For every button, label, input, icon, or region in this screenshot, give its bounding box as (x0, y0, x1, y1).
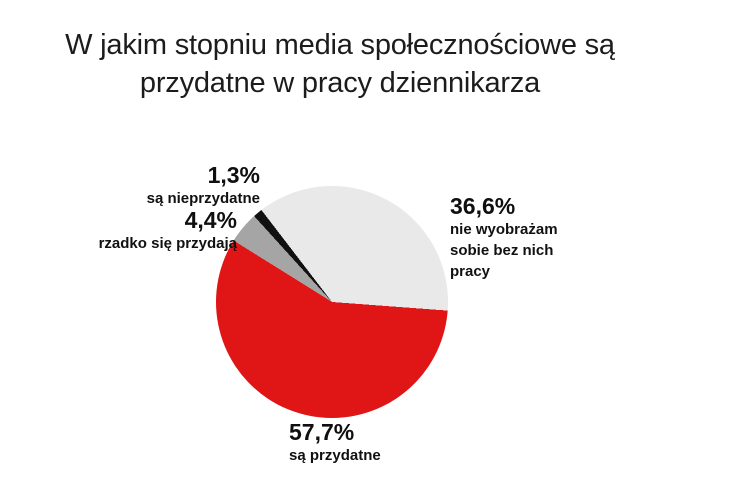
caption-sa-nieprzydatne: są nieprzydatne (146, 190, 260, 207)
pie-chart (216, 186, 448, 418)
percent-sa-nieprzydatne: 1,3% (207, 162, 260, 188)
percent-rzadko-sie-przydaja: 4,4% (184, 207, 237, 233)
label-rzadko-sie-przydaja: 4,4% rzadko się przydają (17, 207, 237, 254)
label-sa-przydatne: 57,7% są przydatne (289, 419, 489, 466)
chart-title: W jakim stopniu media społecznościowe są… (0, 26, 680, 102)
percent-nie-wyobrazam-sobie: 36,6% (450, 193, 516, 219)
label-nie-wyobrazam-sobie: 36,6% nie wyobrażam sobie bez nich pracy (450, 193, 600, 282)
label-sa-nieprzydatne: 1,3% są nieprzydatne (40, 162, 260, 209)
chart-title-line1: W jakim stopniu media społecznościowe są (65, 29, 615, 61)
percent-sa-przydatne: 57,7% (289, 419, 355, 445)
caption-rzadko-sie-przydaja: rzadko się przydają (98, 235, 237, 252)
caption-nie-wyobrazam-sobie: nie wyobrażam sobie bez nich pracy (450, 221, 558, 280)
caption-sa-przydatne: są przydatne (289, 447, 381, 464)
chart-title-line2: przydatne w pracy dziennikarza (139, 67, 541, 99)
